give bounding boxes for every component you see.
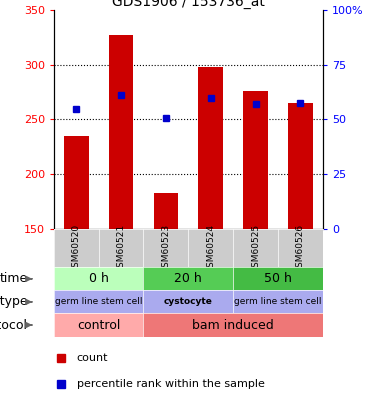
Text: cell type: cell type xyxy=(0,295,28,309)
Text: time: time xyxy=(0,272,28,286)
Bar xyxy=(64,136,89,229)
Text: GSM60523: GSM60523 xyxy=(161,224,170,273)
Text: GSM60526: GSM60526 xyxy=(296,224,305,273)
Text: count: count xyxy=(77,352,108,362)
Text: protocol: protocol xyxy=(0,318,28,332)
Text: germ line stem cell: germ line stem cell xyxy=(55,297,142,307)
Text: germ line stem cell: germ line stem cell xyxy=(234,297,322,307)
Text: GSM60520: GSM60520 xyxy=(72,224,81,273)
Text: 50 h: 50 h xyxy=(264,272,292,286)
Text: GSM60524: GSM60524 xyxy=(206,224,215,273)
Text: GSM60525: GSM60525 xyxy=(251,224,260,273)
Text: 0 h: 0 h xyxy=(89,272,109,286)
Bar xyxy=(154,193,178,229)
Text: control: control xyxy=(77,318,120,332)
Bar xyxy=(109,35,133,229)
Text: percentile rank within the sample: percentile rank within the sample xyxy=(77,379,265,389)
Text: GSM60521: GSM60521 xyxy=(116,224,125,273)
Bar xyxy=(288,103,313,229)
Bar xyxy=(198,67,223,229)
Text: bam induced: bam induced xyxy=(192,318,274,332)
Text: cystocyte: cystocyte xyxy=(164,297,213,307)
Text: 20 h: 20 h xyxy=(174,272,202,286)
Title: GDS1906 / 153736_at: GDS1906 / 153736_at xyxy=(112,0,265,9)
Bar xyxy=(243,91,268,229)
